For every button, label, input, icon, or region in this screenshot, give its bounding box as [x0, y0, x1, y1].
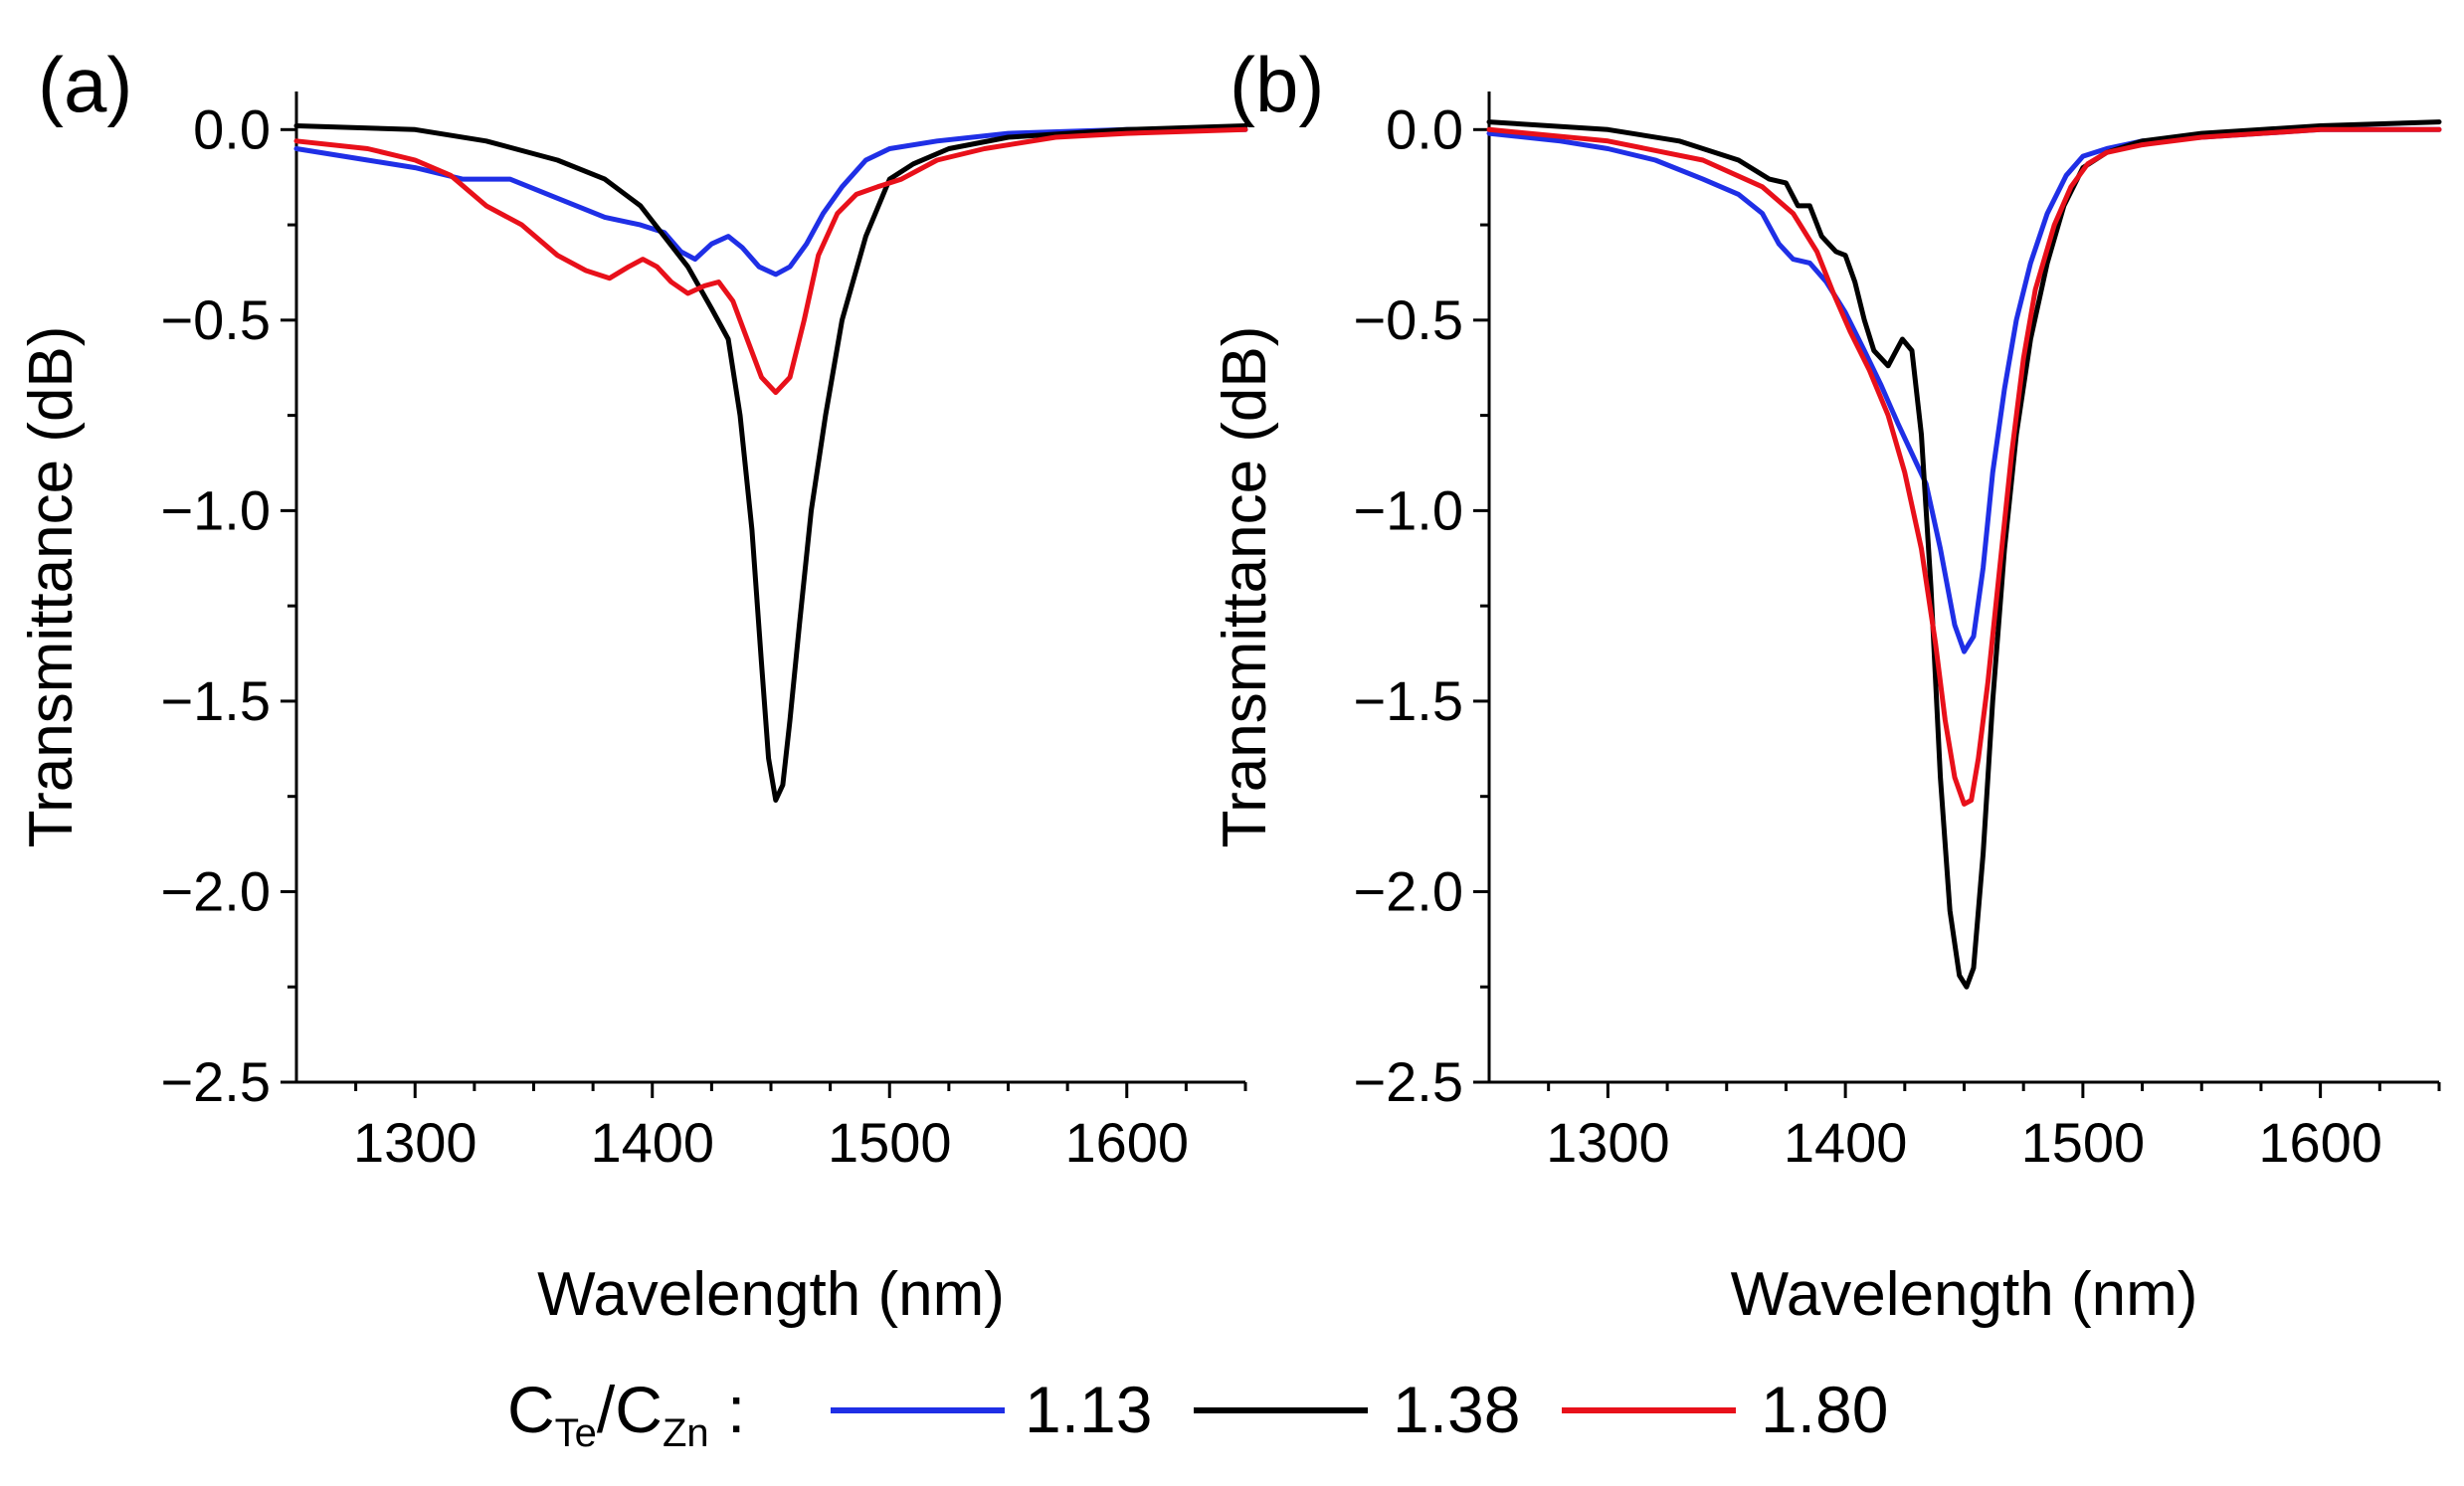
- legend-label-1-80: 1.80: [1761, 1373, 1888, 1446]
- y-axis-title: Transmittance (dB): [17, 326, 86, 848]
- panel-a: (a) 0.0 −0.5 −1.0 −1.5 −2.0 −2.5 1300 1400 1500 16…: [17, 41, 1248, 1329]
- y-tick-label-0-5: −0.5: [160, 288, 271, 351]
- y-tick-label-2-0: −2.0: [160, 859, 271, 922]
- y-tick-label-1-5: −1.5: [160, 669, 271, 732]
- legend-ratio-label: CTe/CZn :: [507, 1373, 745, 1455]
- legend-label-1-38: 1.38: [1393, 1373, 1520, 1446]
- x-tick-label-1300: 1300: [1546, 1111, 1670, 1174]
- legend-label-1-13: 1.13: [1025, 1373, 1152, 1446]
- panel-label: (b): [1230, 41, 1324, 128]
- x-tick-label-1400: 1400: [590, 1111, 714, 1174]
- x-tick-label-1500: 1500: [2021, 1111, 2146, 1174]
- x-tick-label-1600: 1600: [1064, 1111, 1189, 1174]
- series-line-1-13: [1486, 126, 2442, 654]
- panel-b: (b) 0.0 −0.5 −1.0 −1.5 −2.0 −2.5 1300 1400 1500 16…: [1211, 41, 2442, 1329]
- x-tick-label-1600: 1600: [2258, 1111, 2382, 1174]
- y-tick-label-0-5: −0.5: [1353, 288, 1463, 351]
- y-tick-label-0-0: 0.0: [193, 97, 271, 160]
- series-line-1-13: [293, 126, 1248, 278]
- series-line-1-38: [293, 123, 1248, 803]
- series-line-1-80: [1486, 126, 2442, 807]
- x-axis-title: Wavelength (nm): [537, 1260, 1005, 1329]
- y-tick-label-2-0: −2.0: [1353, 859, 1463, 922]
- legend-c-main-2: C: [615, 1373, 663, 1446]
- y-tick-label-2-5: −2.5: [1353, 1050, 1463, 1113]
- legend-c-main-1: C: [507, 1373, 555, 1446]
- legend-slash: /: [597, 1373, 616, 1446]
- y-tick-label-2-5: −2.5: [160, 1050, 271, 1113]
- y-tick-label-1-0: −1.0: [1353, 478, 1463, 541]
- x-axis-title: Wavelength (nm): [1731, 1260, 2198, 1329]
- legend-colon: :: [709, 1373, 746, 1446]
- x-tick-label-1500: 1500: [828, 1111, 952, 1174]
- y-axis-title: Transmittance (dB): [1211, 326, 1279, 848]
- y-tick-label-1-5: −1.5: [1353, 669, 1463, 732]
- legend-c-sub-te: Te: [555, 1411, 597, 1455]
- x-tick-label-1300: 1300: [353, 1111, 477, 1174]
- legend-c-sub-zn: Zn: [663, 1411, 709, 1455]
- series-line-1-38: [1486, 119, 2442, 990]
- panel-label: (a): [38, 41, 132, 128]
- legend: CTe/CZn : 1.13 1.38 1.80: [507, 1373, 1888, 1455]
- x-tick-label-1400: 1400: [1784, 1111, 1908, 1174]
- y-tick-label-0-0: 0.0: [1386, 97, 1463, 160]
- y-tick-label-1-0: −1.0: [160, 478, 271, 541]
- series-line-1-80: [293, 126, 1248, 396]
